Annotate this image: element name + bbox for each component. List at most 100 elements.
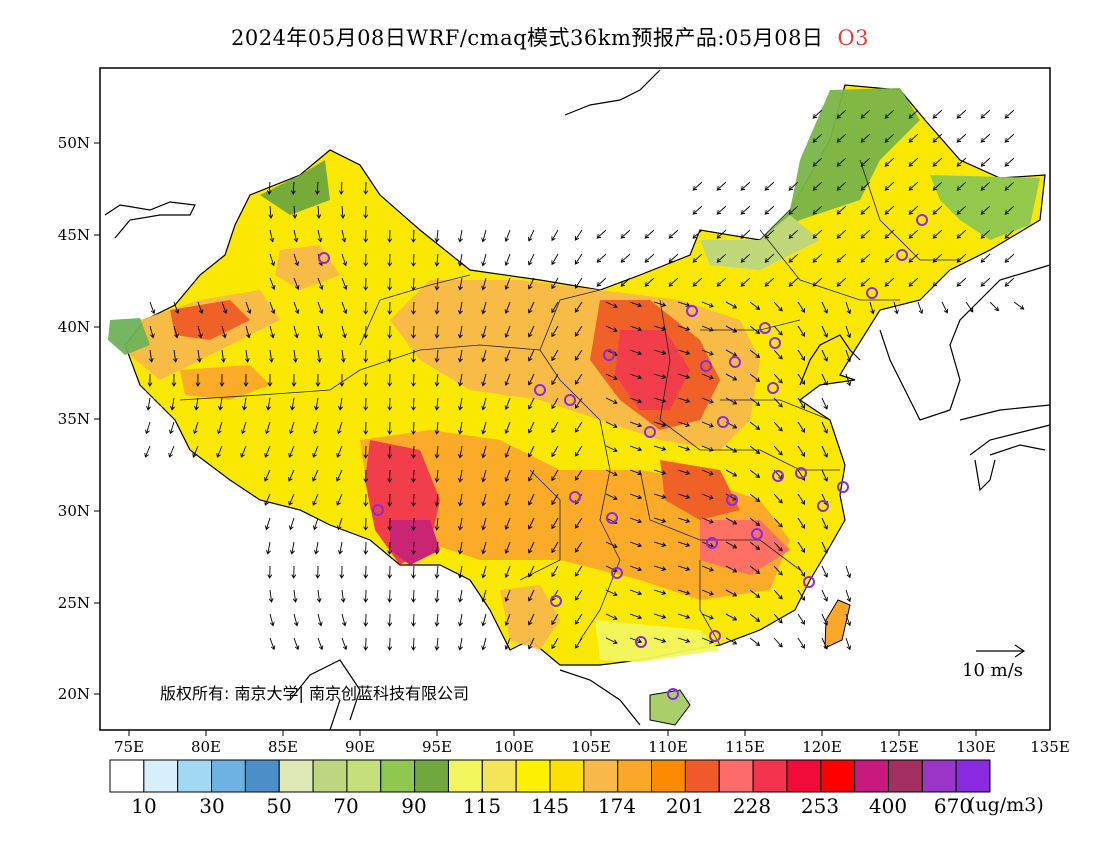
- wind-arrow: [363, 325, 369, 339]
- wind-arrow: [266, 181, 272, 195]
- wind-arrow: [387, 301, 393, 315]
- wind-arrow: [716, 253, 727, 263]
- lat-label-50n: 50N: [58, 134, 90, 152]
- wind-arrow: [434, 613, 440, 627]
- wind-arrow: [821, 397, 828, 410]
- wind-arrow: [677, 325, 691, 332]
- wind-arrow: [244, 349, 250, 363]
- wind-arrow: [574, 589, 583, 601]
- wind-arrow: [629, 301, 643, 308]
- wind-arrow: [290, 181, 296, 195]
- wind-arrow: [363, 229, 369, 243]
- wind-arrow: [316, 349, 322, 363]
- wind-arrow: [836, 205, 847, 215]
- wind-arrow: [701, 325, 714, 332]
- wind-arrow: [145, 421, 151, 435]
- wind-arrow: [528, 493, 535, 506]
- wind-arrow: [504, 397, 511, 411]
- wind-arrow: [1013, 301, 1025, 310]
- colorbar-swatch: [278, 759, 314, 793]
- wind-arrow: [653, 421, 667, 427]
- wind-arrow: [574, 397, 583, 409]
- lon-label-105e: 105E: [571, 738, 611, 756]
- wind-arrow: [197, 301, 204, 315]
- wind-arrow: [764, 277, 775, 287]
- wind-arrow: [701, 349, 714, 356]
- species-label: O3: [837, 26, 870, 50]
- wind-arrow: [528, 445, 535, 458]
- wind-arrow: [884, 133, 895, 143]
- colorbar-swatch: [481, 759, 517, 793]
- wind-arrow: [749, 349, 761, 358]
- wind-arrow: [836, 157, 847, 167]
- wind-arrow: [241, 421, 247, 435]
- wind-arrow: [797, 373, 805, 385]
- wind-arrow: [457, 421, 463, 435]
- station-marker: [767, 382, 779, 394]
- wind-arrow: [932, 277, 943, 287]
- wind-arrow: [812, 253, 823, 263]
- wind-arrow: [692, 277, 703, 287]
- wind-arrow: [932, 229, 943, 239]
- wind-arrow: [653, 541, 667, 547]
- wind-arrow: [268, 349, 274, 363]
- wind-arrow: [242, 397, 247, 411]
- wind-arrow: [341, 229, 347, 243]
- wind-arrow: [740, 253, 751, 263]
- wind-arrow: [504, 469, 511, 483]
- wind-arrow: [574, 541, 583, 553]
- wind-arrow: [860, 277, 871, 287]
- wind-arrow: [504, 445, 511, 459]
- wind-arrow: [701, 373, 714, 380]
- wind-arrow: [457, 541, 463, 555]
- wind-arrow: [821, 541, 828, 554]
- wind-arrow: [457, 517, 463, 531]
- wind-arrow: [860, 157, 871, 167]
- wind-arrow: [845, 301, 852, 315]
- wind-arrow: [605, 373, 618, 380]
- wind-arrow: [812, 229, 823, 239]
- wind-arrow: [411, 589, 416, 603]
- wind-arrow: [773, 493, 783, 504]
- wind-arrow: [551, 253, 559, 266]
- wind-arrow: [504, 325, 511, 339]
- wind-arrow: [788, 253, 799, 263]
- wind-arrow: [629, 421, 643, 428]
- wind-arrow: [265, 421, 271, 435]
- wind-arrow: [504, 301, 511, 315]
- wind-arrow: [812, 109, 823, 119]
- wind-arrow: [411, 397, 416, 411]
- station-marker: [817, 500, 829, 512]
- wind-arrow: [551, 565, 559, 578]
- wind-arrow: [1004, 181, 1015, 191]
- wind-arrow: [434, 301, 440, 315]
- wind-arrow: [337, 421, 343, 435]
- station-marker: [896, 249, 908, 261]
- wind-arrow: [411, 325, 416, 339]
- lon-label-100e: 100E: [494, 738, 534, 756]
- wind-arrow: [411, 517, 416, 531]
- wind-arrow: [701, 493, 714, 500]
- wind-arrow: [574, 469, 583, 481]
- wind-arrow: [312, 445, 319, 458]
- wind-arrow: [363, 445, 369, 459]
- wind-arrow: [340, 589, 346, 603]
- wind-arrow: [884, 253, 895, 263]
- wind-arrow: [677, 613, 691, 620]
- wind-arrow: [172, 349, 178, 363]
- wind-arrow: [269, 325, 275, 339]
- wind-arrow: [629, 517, 643, 524]
- wind-arrow: [701, 445, 714, 452]
- wind-arrow: [956, 157, 967, 167]
- wind-arrow: [797, 349, 805, 361]
- wind-arrow: [387, 541, 393, 555]
- wind-arrow: [434, 397, 440, 411]
- lat-label-25n: 25N: [58, 594, 90, 612]
- wind-arrow: [363, 397, 369, 411]
- wind-arrow: [749, 373, 761, 382]
- wind-arrow: [551, 229, 559, 242]
- wind-arrow: [336, 469, 343, 482]
- wind-arrow: [605, 325, 618, 332]
- wind-arrow: [845, 349, 852, 363]
